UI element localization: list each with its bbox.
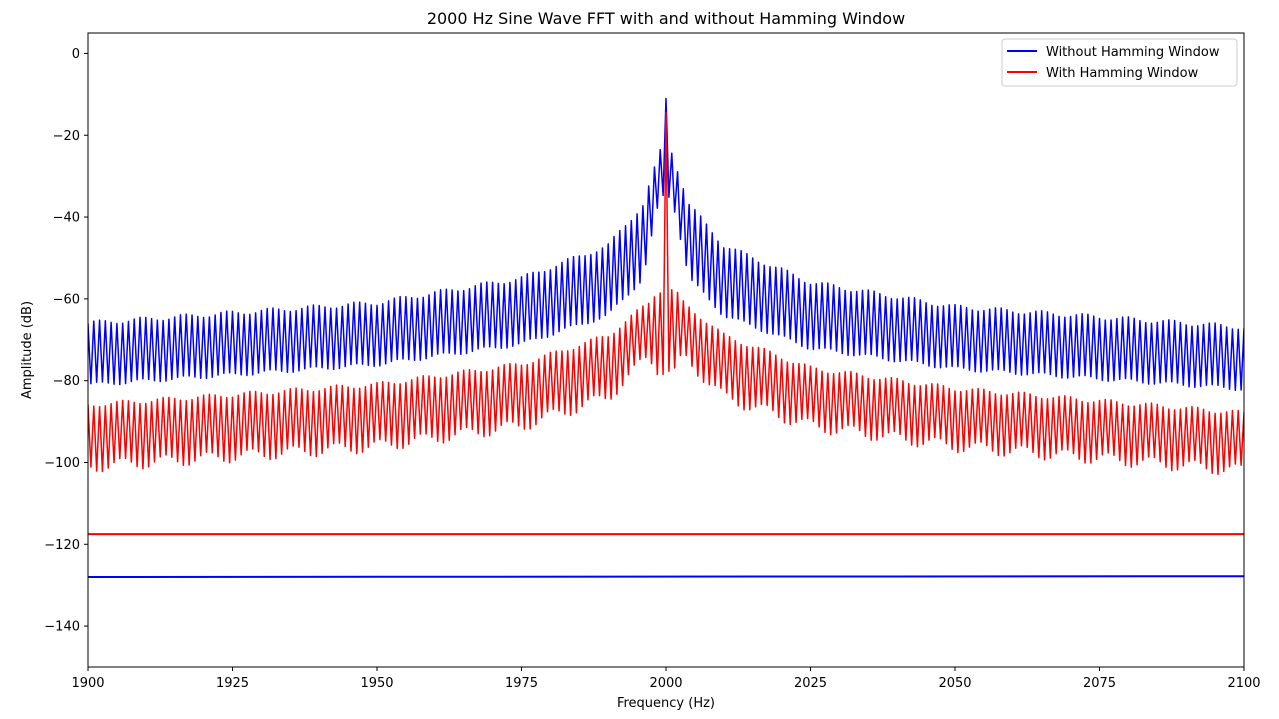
x-tick-label: 2050 bbox=[938, 676, 971, 691]
spectrum-without-hamming bbox=[88, 97, 1244, 392]
x-tick-label: 1925 bbox=[216, 676, 249, 691]
y-tick-label: −40 bbox=[53, 211, 80, 226]
chart-title: 2000 Hz Sine Wave FFT with and without H… bbox=[427, 9, 905, 28]
legend-box bbox=[1001, 38, 1238, 87]
legend: Without Hamming Window With Hamming Wind… bbox=[1001, 38, 1238, 87]
x-tick-label: 1900 bbox=[71, 676, 104, 691]
x-tick-label: 1975 bbox=[505, 676, 538, 691]
y-axis-ticks: 0 −20 −40 −60 −80 −100 −120 −140 bbox=[44, 47, 88, 635]
y-tick-label: −20 bbox=[53, 129, 80, 144]
y-tick-label: −60 bbox=[53, 292, 80, 307]
y-tick-label: −80 bbox=[53, 374, 80, 389]
legend-label-without-hamming: Without Hamming Window bbox=[1046, 45, 1220, 60]
x-axis-label: Frequency (Hz) bbox=[617, 696, 715, 711]
y-tick-label: −100 bbox=[44, 456, 80, 471]
x-tick-label: 2100 bbox=[1227, 676, 1260, 691]
plot-area bbox=[88, 97, 1244, 579]
x-tick-label: 1950 bbox=[360, 676, 393, 691]
x-tick-label: 2025 bbox=[794, 676, 827, 691]
noise-floor-without-hamming bbox=[88, 575, 1244, 579]
x-tick-label: 2075 bbox=[1083, 676, 1116, 691]
y-axis-label: Amplitude (dB) bbox=[20, 301, 35, 399]
y-tick-label: −120 bbox=[44, 538, 80, 553]
legend-label-with-hamming: With Hamming Window bbox=[1046, 66, 1199, 81]
y-tick-label: −140 bbox=[44, 620, 80, 635]
series-layer bbox=[88, 97, 1244, 579]
x-axis-ticks: 1900 1925 1950 1975 2000 2025 2050 2075 2100 bbox=[71, 667, 1261, 691]
spectrum-with-hamming bbox=[88, 112, 1244, 476]
y-tick-label: 0 bbox=[72, 47, 80, 62]
x-tick-label: 2000 bbox=[649, 676, 682, 691]
